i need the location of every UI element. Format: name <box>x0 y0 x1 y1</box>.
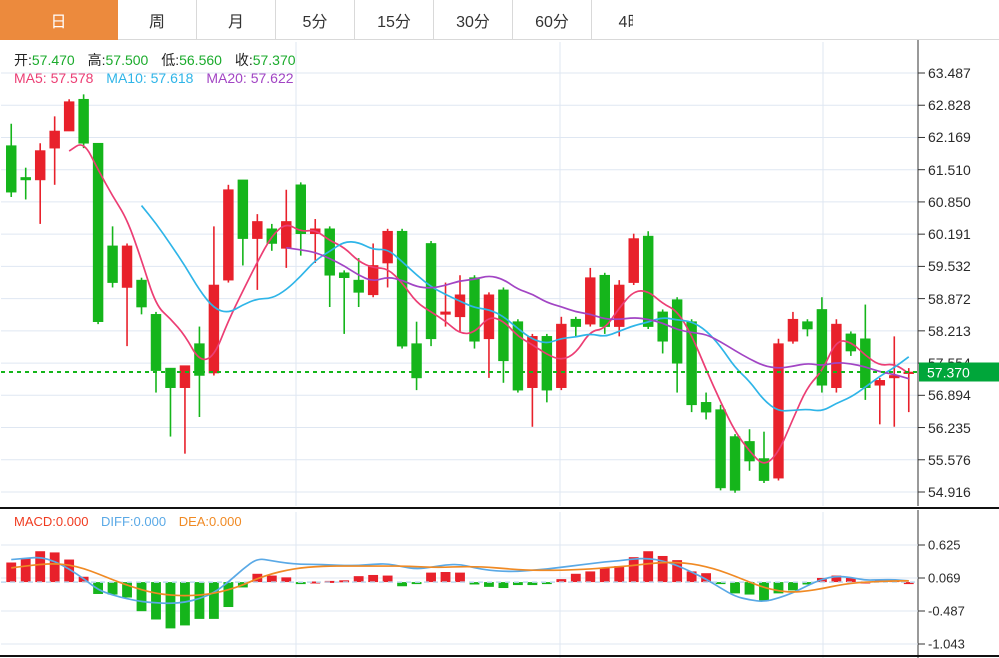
diff-label: DIFF:0.000 <box>101 514 167 529</box>
chart-canvas[interactable] <box>0 40 999 658</box>
tab-30min[interactable]: 30分 <box>434 0 513 40</box>
price-axis-tick: 62.828 <box>928 97 971 114</box>
price-axis-tick: 58.213 <box>928 322 971 339</box>
price-axis-tick: 63.487 <box>928 65 971 81</box>
price-axis-tick: 62.169 <box>928 129 971 146</box>
macd-axis-tick: -1.043 <box>928 636 965 652</box>
price-axis-tick: 54.916 <box>928 484 971 500</box>
price-axis-tick: 60.850 <box>928 193 971 210</box>
macd-axis-tick: 0.069 <box>928 570 961 586</box>
close-label: 收: <box>234 52 253 68</box>
tab-60min-label: 60分 <box>535 13 569 31</box>
dea-label: DEA:0.000 <box>178 514 242 529</box>
ma20-label: MA20: 57.622 <box>206 70 294 86</box>
tab-60min[interactable]: 60分 <box>513 0 592 40</box>
tab-15min[interactable]: 15分 <box>355 0 434 40</box>
price-axis-tick: 56.894 <box>928 387 971 404</box>
macd-axis-tick: -0.487 <box>928 603 965 619</box>
open-value: 57.470 <box>31 52 75 68</box>
tab-month-label: 月 <box>227 13 244 31</box>
current-price-badge: 57.370 <box>919 362 999 382</box>
tab-week[interactable]: 周 <box>118 0 197 40</box>
price-axis-tick: 59.532 <box>928 258 971 275</box>
tab-5min-label: 5分 <box>302 13 328 31</box>
tab-day-label: 日 <box>50 13 67 31</box>
chart-container[interactable]: 开:57.470 高:57.500 低:56.560 收:57.370 MA5:… <box>0 40 999 658</box>
tab-month[interactable]: 月 <box>197 0 276 40</box>
macd-axis-tick: 0.625 <box>928 537 961 553</box>
macd-label: MACD:0.000 <box>14 514 89 529</box>
price-axis-tick: 60.191 <box>928 226 971 243</box>
price-axis-tick: 61.510 <box>928 161 971 178</box>
ohlc-legend: 开:57.470 高:57.500 低:56.560 收:57.370 <box>14 50 296 70</box>
tab-15min-label: 15分 <box>377 13 411 31</box>
tab-week-label: 周 <box>148 13 165 31</box>
macd-legend: MACD:0.000 DIFF:0.000 DEA:0.000 <box>14 514 242 529</box>
low-value: 56.560 <box>179 52 222 68</box>
tab-5min[interactable]: 5分 <box>276 0 355 40</box>
open-label: 开: <box>14 52 32 68</box>
price-axis-tick: 55.576 <box>928 451 971 468</box>
low-label: 低: <box>161 52 180 68</box>
ma-legend: MA5: 57.578 MA10: 57.618 MA20: 57.622 <box>14 70 294 86</box>
tabbar-filler <box>633 0 999 40</box>
ma10-label: MA10: 57.618 <box>106 70 194 86</box>
high-value: 57.500 <box>105 52 149 68</box>
timeframe-tabbar: 日 周 月 5分 15分 30分 60分 4时 <box>0 0 999 40</box>
price-axis-tick: 58.872 <box>928 290 971 307</box>
close-value: 57.370 <box>252 52 296 68</box>
high-label: 高: <box>87 52 106 68</box>
ma5-label: MA5: 57.578 <box>14 70 94 86</box>
tab-day[interactable]: 日 <box>0 0 118 40</box>
price-axis-tick: 56.235 <box>928 419 971 436</box>
tab-30min-label: 30分 <box>456 13 490 31</box>
